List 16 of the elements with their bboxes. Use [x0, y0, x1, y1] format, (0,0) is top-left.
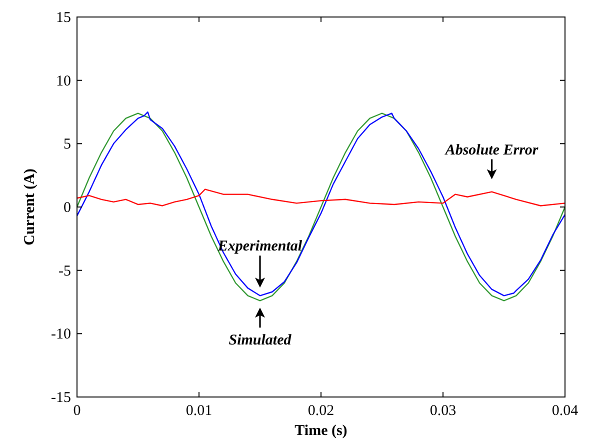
y-tick-label: 15 [56, 10, 71, 26]
x-tick-label: 0.04 [552, 403, 579, 419]
x-tick-label: 0.02 [308, 403, 334, 419]
y-tick-label: 0 [64, 200, 71, 216]
x-axis-title: Time (s) [294, 423, 348, 439]
y-tick-label: -10 [51, 326, 71, 343]
x-tick-label: 0.01 [186, 403, 212, 419]
annotation: Absolute Error [444, 142, 538, 158]
y-axis-title: Current (A) [22, 168, 38, 246]
x-tick-label: 0.03 [430, 403, 456, 419]
annotation: Simulated [228, 332, 292, 349]
line-series [76, 188, 566, 206]
y-tick-label: -5 [58, 263, 71, 280]
y-tick-label: 10 [56, 73, 71, 90]
y-tick-label: 5 [64, 136, 71, 153]
y-tick-label: -15 [51, 390, 71, 406]
